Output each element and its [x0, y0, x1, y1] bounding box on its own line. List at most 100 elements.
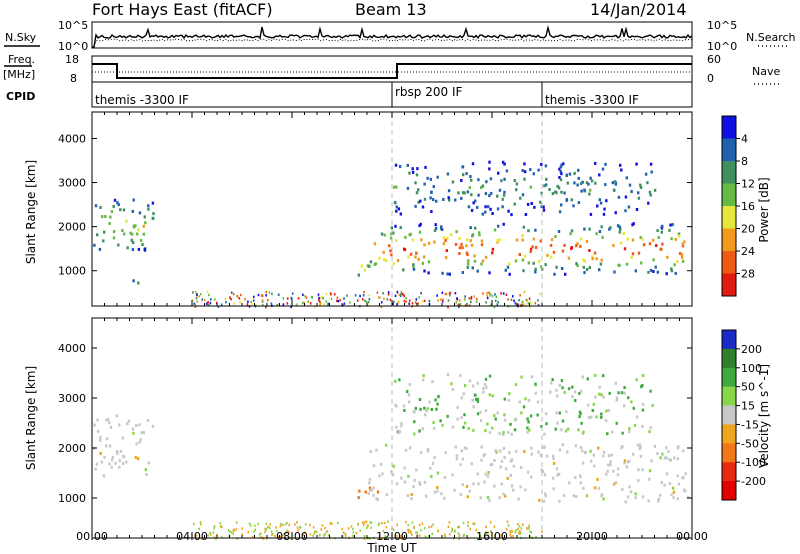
echo-cell [588, 249, 591, 252]
echo-cell [343, 297, 345, 300]
echo-cell [420, 292, 422, 295]
echo-cell [385, 526, 388, 529]
echo-cell [418, 534, 421, 537]
echo-cell [213, 527, 215, 530]
colorbar-tick-label: 4 [741, 133, 748, 146]
echo-cell [475, 397, 478, 401]
echo-cell [462, 173, 465, 177]
echo-cell [474, 199, 477, 203]
echo-cell [436, 486, 439, 489]
echo-cell [673, 263, 676, 267]
echo-cell [467, 205, 471, 209]
echo-cell [110, 465, 113, 469]
echo-cell [530, 375, 534, 379]
echo-cell [394, 379, 397, 383]
echo-cell [620, 391, 624, 395]
echo-cell [503, 177, 506, 181]
echo-cell [524, 397, 527, 401]
cpid-segment-2: rbsp 200 IF [395, 85, 462, 99]
echo-cell [488, 291, 490, 294]
echo-cell [473, 522, 476, 525]
echo-cell [251, 535, 254, 539]
echo-cell [578, 391, 581, 395]
echo-cell [278, 293, 281, 297]
echo-cell [436, 471, 440, 475]
echo-cell [420, 238, 423, 242]
echo-cell [545, 177, 548, 181]
echo-cell [400, 476, 403, 480]
echo-cell [585, 181, 589, 185]
echo-cell [269, 526, 271, 529]
echo-cell [512, 295, 514, 298]
echo-cell [463, 413, 466, 417]
echo-cell [544, 164, 548, 168]
echo-cell [378, 522, 380, 525]
echo-cell [640, 261, 643, 265]
echo-cell [527, 302, 530, 305]
echo-cell [670, 493, 673, 497]
echo-cell [467, 427, 470, 430]
echo-cell [253, 530, 255, 533]
power-colorbar-label: Power [dB] [757, 177, 771, 242]
time-tick-label: 00:00 [676, 530, 708, 543]
echo-cell [369, 521, 371, 524]
echo-cell [484, 210, 487, 214]
echo-cell [457, 525, 459, 529]
echo-cell [403, 466, 406, 470]
echo-cell [682, 476, 685, 480]
echo-cell [470, 462, 473, 466]
echo-cell [616, 473, 620, 477]
echo-cell [509, 459, 513, 463]
echo-cell [642, 243, 646, 247]
y-tick-label: 2000 [58, 442, 86, 455]
echo-cell [621, 431, 624, 435]
echo-cell [540, 265, 543, 269]
echo-cell [456, 297, 458, 300]
echo-cell [423, 527, 426, 530]
echo-cell [479, 535, 482, 538]
echo-cell [99, 435, 102, 439]
echo-cell [460, 449, 464, 453]
echo-cell [600, 493, 604, 497]
nave-tick-top: 60 [707, 53, 721, 66]
echo-cell [132, 198, 135, 202]
echo-cell [392, 262, 395, 266]
echo-cell [570, 198, 573, 202]
echo-cell [487, 471, 490, 474]
echo-cell [207, 534, 209, 537]
echo-cell [485, 525, 487, 529]
echo-cell [511, 530, 514, 533]
echo-cell [585, 494, 589, 498]
echo-cell [427, 260, 431, 264]
echo-cell [390, 232, 393, 236]
echo-cell [581, 375, 584, 379]
echo-cell [408, 299, 411, 302]
echo-cell [520, 375, 523, 379]
echo-cell [473, 259, 477, 263]
echo-cell [561, 419, 565, 423]
echo-cell [312, 534, 314, 538]
echo-cell [684, 472, 687, 476]
echo-cell [523, 450, 526, 453]
echo-cell [318, 298, 320, 302]
echo-cell [649, 193, 652, 197]
echo-cell [423, 243, 426, 247]
echo-cell [303, 301, 305, 305]
echo-cell [582, 486, 585, 490]
echo-cell [558, 167, 561, 171]
echo-cell [448, 292, 451, 295]
echo-cell [521, 258, 525, 262]
time-tick-label: 04:00 [176, 530, 208, 543]
echo-cell [502, 193, 506, 197]
y-tick-label: 3000 [58, 177, 86, 190]
echo-cell [402, 268, 405, 272]
echo-cell [610, 453, 613, 457]
echo-cell [401, 293, 404, 296]
echo-cell [526, 527, 528, 530]
echo-cell [572, 204, 575, 208]
echo-cell [132, 431, 135, 435]
echo-cell [615, 398, 618, 402]
echo-cell [309, 302, 312, 305]
echo-cell [470, 178, 473, 182]
echo-cell [475, 300, 478, 303]
